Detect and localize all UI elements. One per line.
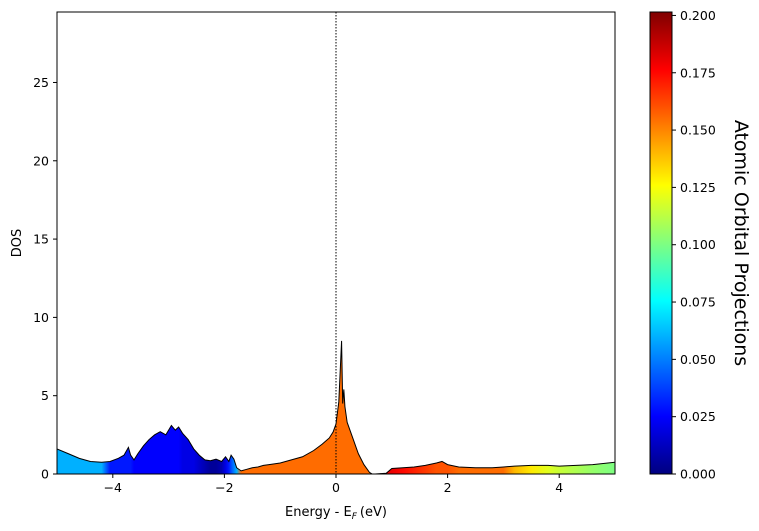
x-axis-ticks: −4 −2 0 2 4	[104, 474, 563, 495]
y-axis-label: DOS	[10, 229, 25, 258]
colorbar-tick-label: 0.150	[680, 123, 716, 138]
y-tick-label: 20	[33, 153, 49, 168]
colorbar-ticks: 0.000 0.025 0.050 0.075 0.100 0.125 0.150 0.175…	[672, 8, 716, 482]
colorbar-frame	[649, 11, 673, 475]
y-axis-ticks: 0 5 10 15 20 25	[33, 75, 57, 482]
x-tick-label: −4	[104, 480, 122, 495]
plot-area: −4 −2 0 2 4 0 5 10 15 20 25 Energy - EF (eV) DOS	[10, 11, 616, 522]
colorbar-tick-label: 0.000	[680, 467, 716, 482]
y-tick-label: 15	[33, 232, 49, 247]
colorbar-tick-label: 0.200	[680, 8, 716, 23]
x-tick-label: 4	[555, 480, 563, 495]
x-tick-label: 2	[444, 480, 452, 495]
x-tick-label: 0	[332, 480, 340, 495]
colorbar-tick-label: 0.050	[680, 352, 716, 367]
colorbar-tick-label: 0.025	[680, 409, 716, 424]
colorbar-tick-label: 0.125	[680, 180, 716, 195]
colorbar: 0.000 0.025 0.050 0.075 0.100 0.125 0.150 0.175…	[649, 8, 752, 482]
colorbar-label: Atomic Orbital Projections	[730, 120, 752, 366]
y-tick-label: 25	[33, 75, 49, 90]
dos-outline	[57, 340, 615, 474]
colorbar-gradient	[650, 12, 672, 474]
x-tick-label: −2	[215, 480, 233, 495]
colorbar-tick-label: 0.100	[680, 237, 716, 252]
colorbar-tick-label: 0.075	[680, 295, 716, 310]
y-tick-label: 10	[33, 310, 49, 325]
colorbar-tick-label: 0.175	[680, 65, 716, 80]
y-tick-label: 0	[41, 467, 49, 482]
x-axis-label: Energy - EF (eV)	[285, 505, 387, 522]
y-tick-label: 5	[41, 388, 49, 403]
